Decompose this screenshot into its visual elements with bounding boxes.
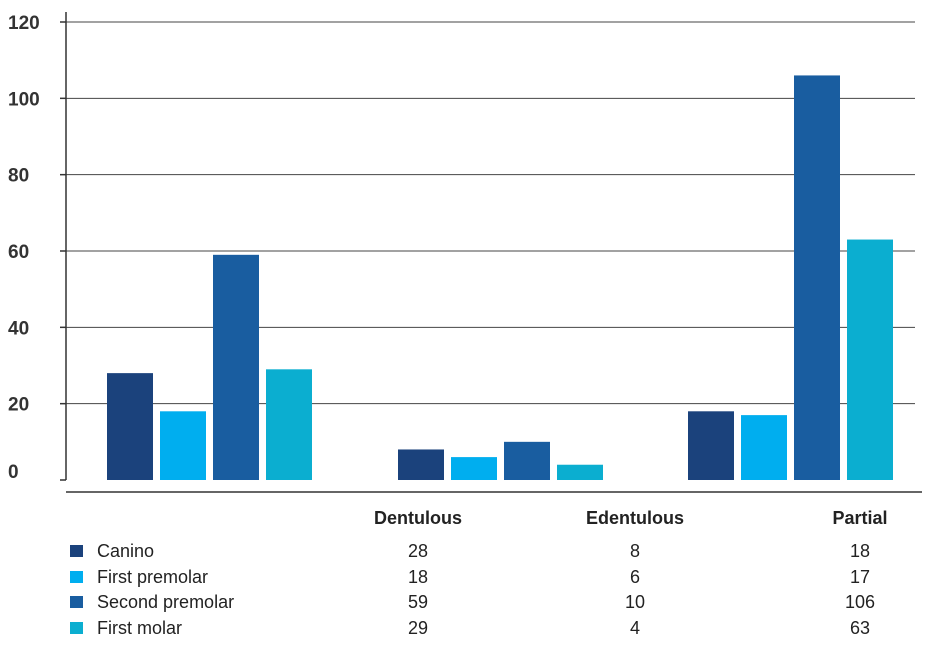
legend-swatch <box>70 545 83 557</box>
column-header: Partial <box>832 508 887 528</box>
table-cell: 63 <box>850 618 870 638</box>
bar-first-premolar-dentulous <box>160 411 206 480</box>
column-header: Edentulous <box>586 508 684 528</box>
y-tick-label: 40 <box>8 318 29 339</box>
bar-second-premolar-partial <box>794 75 840 480</box>
bar-first-molar-edentulous <box>557 464 603 480</box>
table-cell: 106 <box>845 592 875 612</box>
legend-swatch <box>70 622 83 634</box>
legend-swatch <box>70 571 83 583</box>
table-cell: 29 <box>408 618 428 638</box>
y-tick-label: 80 <box>8 166 29 187</box>
data-table: Dentulous Edentulous Partial Canino 28 8 18 Fir… <box>66 491 922 638</box>
series-name: Canino <box>97 541 154 561</box>
column-header: Dentulous <box>374 508 462 528</box>
y-tick-label: 120 <box>8 13 40 34</box>
gridlines <box>66 21 915 405</box>
table-cell: 59 <box>408 592 428 612</box>
bar-first-premolar-partial <box>741 415 787 480</box>
series-name: Second premolar <box>97 592 234 612</box>
series-name: First premolar <box>97 567 208 587</box>
table-cell: 4 <box>630 618 640 638</box>
axes: 0 20 40 60 80 100 120 <box>8 12 67 483</box>
table-cell: 28 <box>408 541 428 561</box>
legend-swatch <box>70 596 83 608</box>
bar-second-premolar-edentulous <box>504 441 550 480</box>
bar-canino-partial <box>688 411 734 480</box>
table-cell: 18 <box>408 567 428 587</box>
bar-first-molar-dentulous <box>266 369 312 480</box>
bar-canino-edentulous <box>398 449 444 480</box>
bars <box>107 75 893 480</box>
y-tick-label: 0 <box>8 462 19 483</box>
bar-canino-dentulous <box>107 373 153 480</box>
table-cell: 10 <box>625 592 645 612</box>
bar-first-molar-partial <box>847 239 893 480</box>
bar-first-premolar-edentulous <box>451 457 497 480</box>
table-cell: 8 <box>630 541 640 561</box>
table-cell: 6 <box>630 567 640 587</box>
y-tick-label: 100 <box>8 89 40 110</box>
y-tick-label: 20 <box>8 395 29 416</box>
table-cell: 18 <box>850 541 870 561</box>
y-tick-label: 60 <box>8 242 29 263</box>
bar-second-premolar-dentulous <box>213 254 259 480</box>
table-cell: 17 <box>850 567 870 587</box>
series-name: First molar <box>97 618 182 638</box>
